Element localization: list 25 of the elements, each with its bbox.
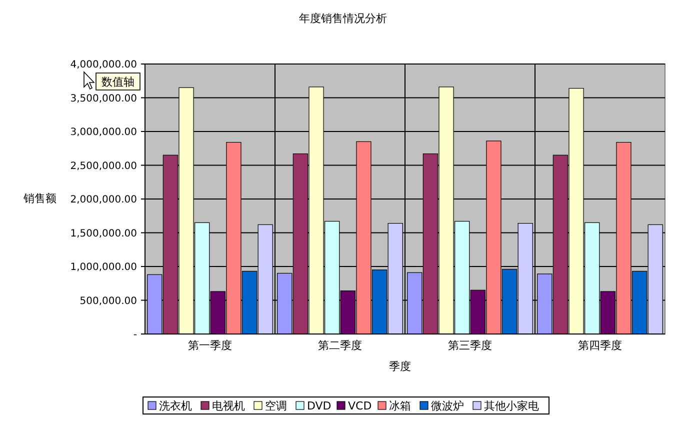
y-tick-label: 1,500,000.00: [70, 228, 137, 240]
chart-title: 年度销售情况分析: [299, 12, 387, 25]
x-tick-label: 第二季度: [318, 339, 362, 352]
text: 数值轴: [102, 76, 134, 88]
y-tick-label: 3,500,000.00: [70, 93, 137, 104]
x-axis-title: 季度: [389, 360, 411, 373]
y-tick-label: 2,500,000.00: [70, 160, 137, 172]
y-tick-label: 2,000,000.00: [70, 194, 137, 206]
y-tick-label: 3,000,000.00: [70, 127, 137, 138]
x-tick-label: 第四季度: [578, 339, 622, 352]
y-tick-label: 4,000,000.00: [70, 60, 137, 70]
legend-label: 电视机: [212, 400, 245, 412]
y-axis-title: 销售额: [22, 192, 56, 205]
legend-label: DVD: [307, 400, 332, 412]
y-tick-label: 500,000.00: [80, 296, 137, 307]
legend-label: 空调: [265, 400, 287, 412]
legend-label: 冰箱: [389, 400, 411, 412]
legend-label: 其他小家电: [484, 400, 539, 412]
legend-label: 洗衣机: [159, 400, 192, 412]
y-tick-label: -: [133, 330, 138, 340]
x-tick-label: 第三季度: [448, 339, 492, 352]
legend-label: 微波炉: [431, 400, 464, 412]
x-tick-label: 第一季度: [188, 339, 232, 352]
legend-label: VCD: [348, 400, 372, 412]
y-tick-label: 1,000,000.00: [70, 262, 137, 273]
